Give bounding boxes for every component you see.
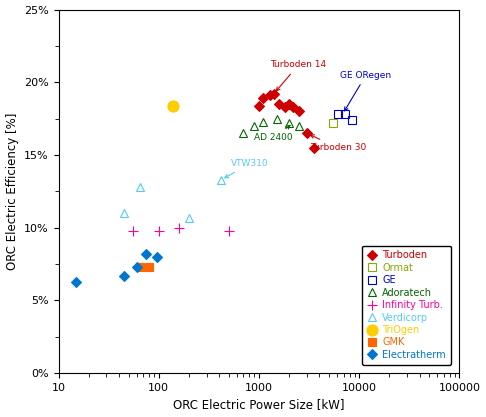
Turboden [282,105,288,110]
Turboden [277,102,282,107]
Turboden [267,93,273,98]
Line: Turboden: Turboden [256,90,317,151]
Electratherm [121,273,127,278]
Electratherm [143,251,149,256]
Text: Turboden 14: Turboden 14 [270,60,327,91]
Turboden [286,102,292,107]
Verdicorp [186,215,192,220]
Turboden [271,91,277,96]
GE [349,118,355,123]
Turboden [304,131,310,136]
Line: Verdicorp: Verdicorp [120,176,226,222]
Verdicorp [121,211,127,216]
Adoratech [286,121,292,126]
Line: GE: GE [334,110,356,124]
Text: AD 2400: AD 2400 [255,126,293,142]
Turboden [291,105,296,110]
Turboden [296,109,302,114]
Text: VTW310: VTW310 [225,159,269,178]
Turboden [256,103,262,108]
Electratherm [154,254,159,259]
X-axis label: ORC Electric Power Size [kW]: ORC Electric Power Size [kW] [174,399,345,412]
Line: Infinity Turb.: Infinity Turb. [128,223,234,236]
Verdicorp [137,184,143,189]
Infinity Turb. [226,228,232,233]
Electratherm [134,264,139,269]
Text: Turboden 30: Turboden 30 [310,135,366,152]
Verdicorp [218,177,224,182]
Line: Electratherm: Electratherm [73,251,160,285]
Infinity Turb. [176,225,182,230]
Electratherm [73,279,79,284]
Infinity Turb. [156,228,162,233]
Y-axis label: ORC Electric Efficiency [%]: ORC Electric Efficiency [%] [5,113,18,270]
Infinity Turb. [130,228,136,233]
Text: GE ORegen: GE ORegen [341,70,392,111]
Adoratech [274,116,279,121]
Adoratech [296,123,302,128]
Adoratech [241,131,246,136]
Turboden [311,145,316,150]
Line: Adoratech: Adoratech [239,115,303,137]
GE [342,112,348,117]
GMK [146,264,152,269]
GE [335,112,341,117]
Legend: Turboden, Ormat, GE, Adoratech, Infinity Turb., Verdicorp, TriOgen, GMK, Electra: Turboden, Ormat, GE, Adoratech, Infinity… [362,246,451,365]
Turboden [260,96,266,101]
Adoratech [252,123,258,128]
Adoratech [260,119,266,124]
GMK [137,264,143,269]
Line: GMK: GMK [136,263,153,271]
